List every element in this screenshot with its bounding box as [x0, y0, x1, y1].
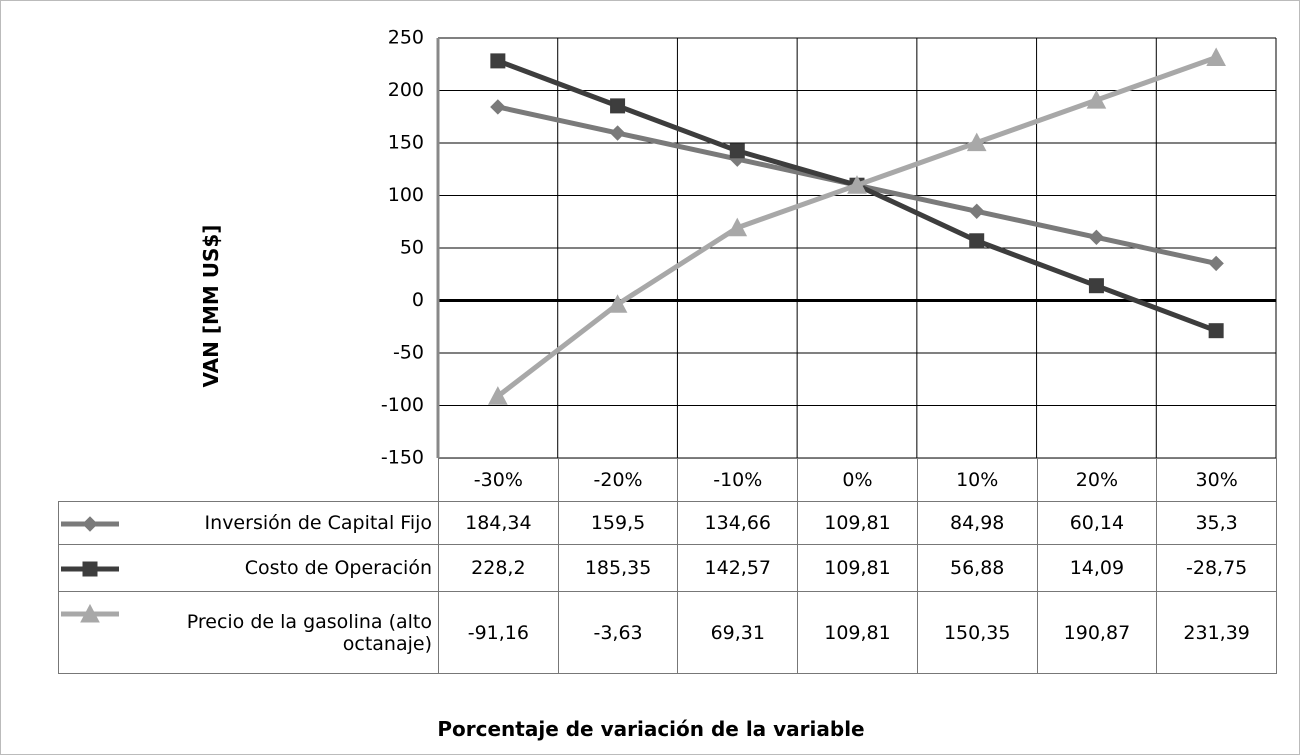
- legend-entry: Inversión de Capital Fijo: [58, 501, 439, 545]
- x-tick-label: -30%: [438, 458, 559, 502]
- data-label: 190,87: [1036, 591, 1158, 674]
- y-tick-label: 200: [388, 79, 424, 101]
- marker: [969, 233, 985, 249]
- marker: [727, 217, 748, 237]
- data-label: -3,63: [557, 591, 679, 674]
- x-tick-label: 10%: [916, 458, 1038, 502]
- marker: [607, 294, 628, 313]
- y-tick-label: -100: [381, 394, 424, 416]
- y-axis-title: VAN [MM US$]: [199, 224, 223, 388]
- marker: [82, 515, 98, 532]
- data-label: 184,34: [438, 501, 559, 545]
- data-label: 142,57: [677, 544, 799, 592]
- data-label: 109,81: [797, 544, 918, 592]
- marker: [847, 175, 867, 194]
- data-label: 228,2: [438, 544, 559, 592]
- data-label: 14,09: [1036, 544, 1158, 592]
- legend-entry: Precio de la gasolina (alto octanaje): [58, 591, 439, 674]
- data-label: 159,5: [557, 501, 679, 545]
- x-tick-label: 30%: [1156, 458, 1277, 502]
- marker: [82, 561, 98, 576]
- marker: [1088, 278, 1104, 294]
- data-label: 109,81: [797, 501, 918, 545]
- marker: [490, 53, 506, 69]
- y-tick-label: 100: [388, 184, 424, 206]
- x-tick-label: 0%: [797, 458, 918, 502]
- data-label: 150,35: [916, 591, 1038, 674]
- x-tick-label: 20%: [1036, 458, 1158, 502]
- data-label: 35,3: [1156, 501, 1277, 545]
- y-tick-label: 50: [400, 237, 424, 259]
- marker: [1208, 255, 1224, 272]
- y-tick-label: -50: [393, 342, 424, 364]
- data-label: 134,66: [677, 501, 799, 545]
- series-line: [496, 55, 1217, 399]
- data-label: 185,35: [557, 544, 679, 592]
- marker: [729, 143, 745, 159]
- data-label: 60,14: [1036, 501, 1158, 545]
- legend-label: Precio de la gasolina (alto octanaje): [186, 610, 432, 655]
- x-tick-label: -20%: [557, 458, 679, 502]
- data-label: 231,39: [1156, 591, 1277, 674]
- marker: [488, 386, 508, 405]
- data-label: -91,16: [438, 591, 559, 674]
- marker: [610, 98, 626, 114]
- data-label: 109,81: [797, 591, 918, 674]
- legend-key: [61, 603, 119, 623]
- marker: [609, 125, 626, 141]
- marker: [966, 132, 987, 152]
- y-tick-label: 250: [388, 27, 424, 49]
- marker: [969, 203, 985, 219]
- data-label: 56,88: [916, 544, 1038, 592]
- marker: [1208, 323, 1224, 339]
- y-tick-label: -150: [381, 447, 424, 469]
- marker: [80, 603, 100, 623]
- legend-entry: Costo de Operación: [58, 544, 439, 592]
- legend-label: Inversión de Capital Fijo: [204, 512, 432, 534]
- legend-label: Costo de Operación: [244, 557, 432, 579]
- y-tick-label: 0: [412, 289, 424, 311]
- legend-key: [61, 561, 119, 576]
- y-tick-label: 150: [388, 132, 424, 154]
- data-label: -28,75: [1156, 544, 1277, 592]
- marker: [490, 99, 506, 115]
- x-tick-label: -10%: [677, 458, 799, 502]
- data-label: 84,98: [916, 501, 1038, 545]
- data-label: 69,31: [677, 591, 799, 674]
- marker: [1206, 47, 1226, 67]
- marker: [1088, 229, 1105, 246]
- marker: [1086, 90, 1107, 109]
- legend-key: [61, 515, 119, 532]
- x-axis-title: Porcentaje de variación de la variable: [437, 717, 865, 741]
